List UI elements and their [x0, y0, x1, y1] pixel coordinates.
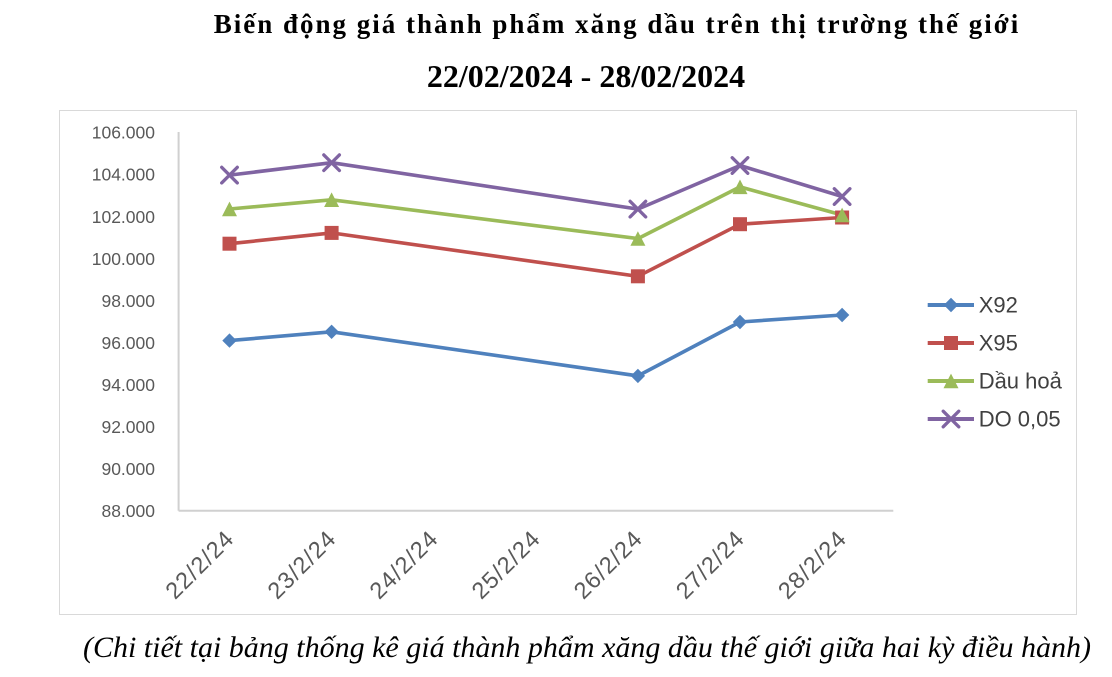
svg-text:94.000: 94.000: [101, 375, 155, 395]
svg-text:88.000: 88.000: [101, 501, 155, 521]
svg-text:DO 0,05: DO 0,05: [979, 407, 1061, 432]
svg-text:98.000: 98.000: [101, 291, 155, 311]
svg-text:90.000: 90.000: [101, 459, 155, 479]
svg-text:100.000: 100.000: [92, 249, 156, 269]
svg-text:106.000: 106.000: [92, 123, 156, 143]
svg-text:102.000: 102.000: [92, 207, 156, 227]
svg-text:96.000: 96.000: [101, 333, 155, 353]
svg-text:92.000: 92.000: [101, 417, 155, 437]
svg-text:X92: X92: [979, 293, 1018, 318]
svg-text:104.000: 104.000: [92, 165, 156, 185]
svg-text:Dầu hoả: Dầu hoả: [979, 369, 1063, 394]
svg-text:X95: X95: [979, 331, 1018, 356]
